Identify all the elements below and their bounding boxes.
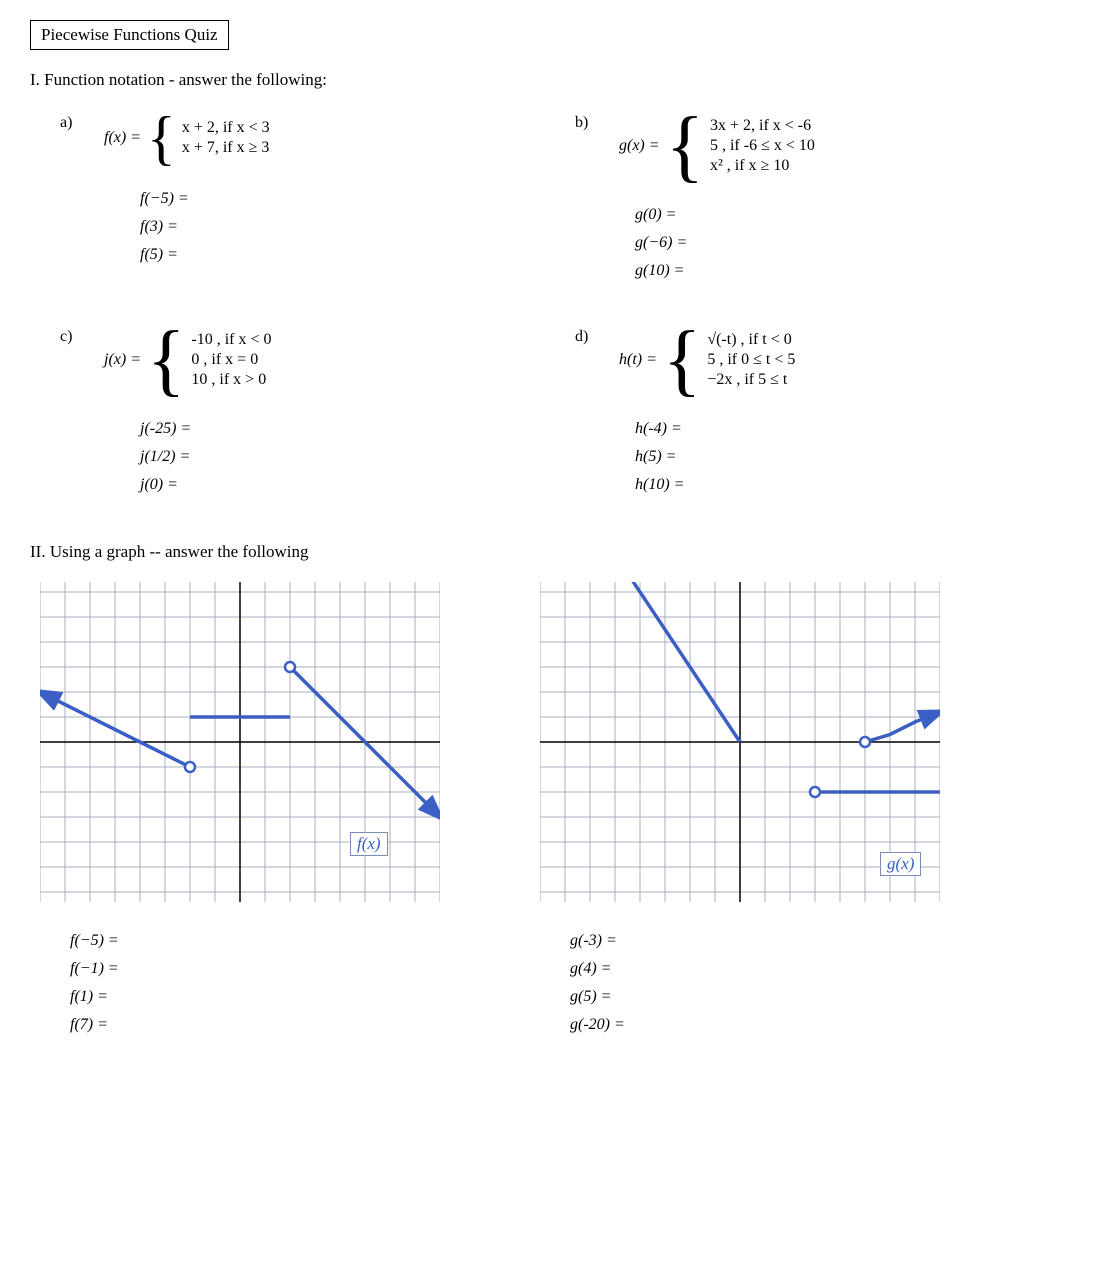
graph-f-block: f(x) f(−5) = f(−1) = f(1) = f(7) = [40,582,440,1044]
problem-c-eval-2: j(0) = [140,476,555,494]
problem-d: d) h(t) = { √(-t) , if t < 0 5 , if 0 ≤ … [565,320,1080,534]
problem-b-piece-1: 5 , if -6 ≤ x < 10 [710,137,815,155]
section-2-label: II. Using a graph -- answer the followin… [30,542,1080,562]
graph-g-eval-1: g(4) = [570,960,940,978]
section-1-label: I. Function notation - answer the follow… [30,70,1080,90]
problem-b-func-name: g(x) = [619,137,660,155]
problem-b-piece-2: x² , if x ≥ 10 [710,157,815,175]
graph-g-eval-2: g(5) = [570,988,940,1006]
g-label: g(x) [880,852,921,876]
f-label: f(x) [350,832,388,856]
graph-f-eval-3: f(7) = [70,1016,440,1034]
problem-a-piece-0: x + 2, if x < 3 [182,119,270,137]
graph-section: f(x) f(−5) = f(−1) = f(1) = f(7) = g(x) … [40,582,1080,1044]
problem-b-eval-1: g(−6) = [635,234,1070,252]
problem-a-eval-0: f(−5) = [140,190,555,208]
problem-d-piece-0: √(-t) , if t < 0 [707,331,795,349]
problem-a-eval-1: f(3) = [140,218,555,236]
problem-c-label: c) [60,328,90,346]
graph-f-eval-0: f(−5) = [70,932,440,950]
problem-a-func-name: f(x) = [104,129,141,147]
graph-g-eval-3: g(-20) = [570,1016,940,1034]
problem-d-func-name: h(t) = [619,351,657,369]
problem-c-eval-0: j(-25) = [140,420,555,438]
brace-icon: { [663,328,701,392]
brace-icon: { [147,114,176,162]
problem-c-piece-1: 0 , if x = 0 [191,351,271,369]
problems-grid: a) f(x) = { x + 2, if x < 3 x + 7, if x … [50,106,1080,534]
graph-g-eval-0: g(-3) = [570,932,940,950]
problem-a-eval-2: f(5) = [140,246,555,264]
problem-c-eval-1: j(1/2) = [140,448,555,466]
problem-a-label: a) [60,114,90,132]
problem-c: c) j(x) = { -10 , if x < 0 0 , if x = 0 … [50,320,565,534]
problem-b-eval-0: g(0) = [635,206,1070,224]
problem-a: a) f(x) = { x + 2, if x < 3 x + 7, if x … [50,106,565,320]
problem-b-piece-0: 3x + 2, if x < -6 [710,117,815,135]
graph-f-eval-2: f(1) = [70,988,440,1006]
problem-c-piece-2: 10 , if x > 0 [191,371,271,389]
problem-a-piece-1: x + 7, if x ≥ 3 [182,139,270,157]
problem-b-eval-2: g(10) = [635,262,1070,280]
graph-f-eval-1: f(−1) = [70,960,440,978]
graph-g-block: g(x) g(-3) = g(4) = g(5) = g(-20) = [540,582,940,1044]
problem-b: b) g(x) = { 3x + 2, if x < -6 5 , if -6 … [565,106,1080,320]
problem-d-eval-0: h(-4) = [635,420,1070,438]
problem-b-label: b) [575,114,605,132]
problem-c-func-name: j(x) = [104,351,141,369]
brace-icon: { [666,114,704,178]
problem-d-label: d) [575,328,605,346]
problem-d-eval-1: h(5) = [635,448,1070,466]
problem-d-eval-2: h(10) = [635,476,1070,494]
problem-c-piece-0: -10 , if x < 0 [191,331,271,349]
problem-d-piece-1: 5 , if 0 ≤ t < 5 [707,351,795,369]
quiz-title: Piecewise Functions Quiz [30,20,229,50]
problem-d-piece-2: −2x , if 5 ≤ t [707,371,795,389]
brace-icon: { [147,328,185,392]
